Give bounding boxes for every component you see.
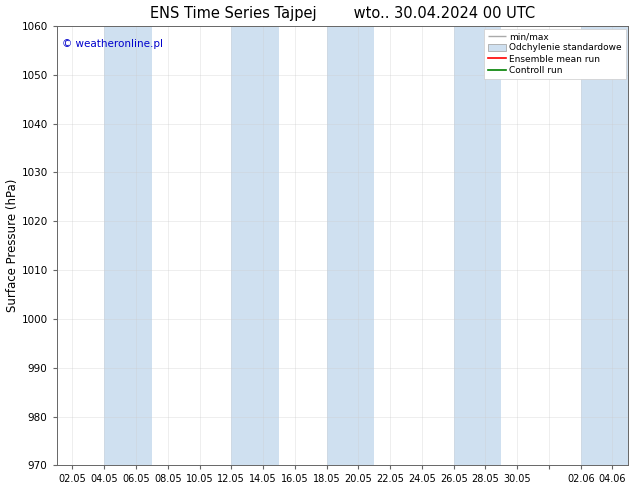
Bar: [104, 26, 152, 466]
Text: © weatheronline.pl: © weatheronline.pl: [62, 39, 164, 49]
Title: ENS Time Series Tajpej        wto.. 30.04.2024 00 UTC: ENS Time Series Tajpej wto.. 30.04.2024 …: [150, 5, 535, 21]
Bar: [327, 26, 374, 466]
Y-axis label: Surface Pressure (hPa): Surface Pressure (hPa): [6, 179, 18, 312]
Bar: [231, 26, 279, 466]
Bar: [581, 26, 628, 466]
Bar: [454, 26, 501, 466]
Legend: min/max, Odchylenie standardowe, Ensemble mean run, Controll run: min/max, Odchylenie standardowe, Ensembl…: [484, 28, 626, 78]
